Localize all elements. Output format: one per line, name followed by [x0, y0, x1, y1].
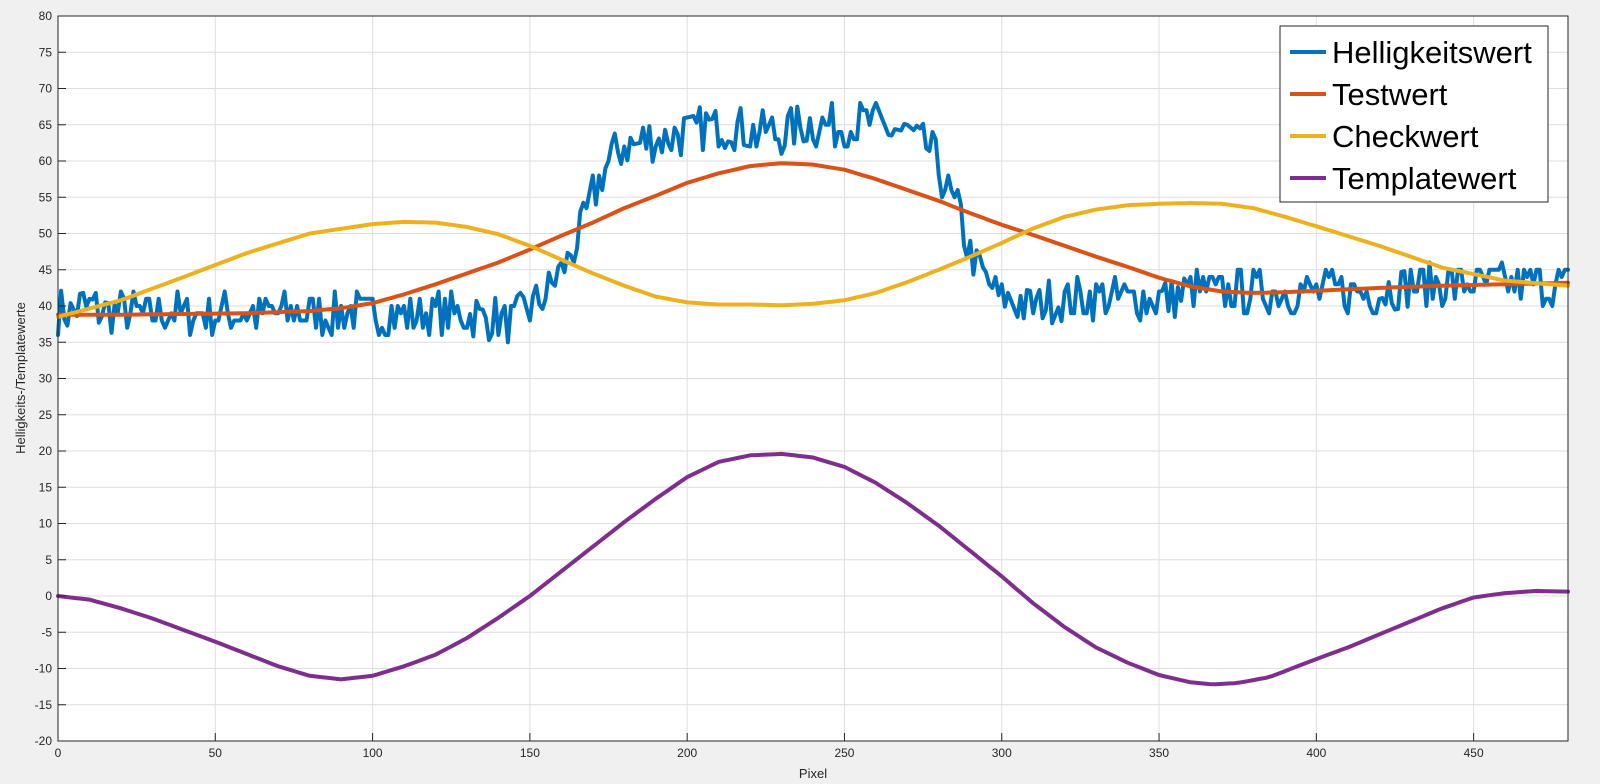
y-tick-label: 65: [39, 118, 53, 132]
series-group: [56, 101, 1570, 687]
y-tick-label: 70: [39, 82, 53, 96]
y-tick-label: 0: [45, 589, 52, 603]
y-tick-label: 60: [39, 154, 53, 168]
series-line-testwert: [56, 161, 1570, 317]
y-tick-label: 30: [39, 372, 53, 386]
y-tick-label: 45: [39, 263, 53, 277]
y-tick-label: 25: [39, 408, 53, 422]
x-tick-label: 350: [1149, 746, 1169, 760]
legend-label: Testwert: [1332, 77, 1448, 112]
legend-label: Checkwert: [1332, 119, 1479, 154]
y-tick-label: -5: [41, 625, 52, 639]
x-tick-label: 250: [834, 746, 854, 760]
x-tick-label: 0: [55, 746, 62, 760]
x-tick-label: 300: [992, 746, 1012, 760]
series-line-templatewert: [56, 451, 1570, 687]
y-tick-label: -15: [35, 698, 53, 712]
x-tick-label: 50: [209, 746, 223, 760]
y-tick-label: 40: [39, 299, 53, 313]
y-tick-label: 35: [39, 335, 53, 349]
x-axis-label: Pixel: [799, 766, 827, 781]
y-tick-label: 15: [39, 480, 53, 494]
x-tick-label: 100: [363, 746, 383, 760]
y-tick-label: -10: [35, 662, 53, 676]
legend: Helligkeitswert Testwert Checkwert Template…: [1279, 25, 1549, 203]
y-tick-label: 5: [45, 553, 52, 567]
y-axis-ticks: -20 -15 -10 -5 0 5 10 15 20 25 30 35 40 45 50 55 60 65 70 7…: [35, 9, 66, 748]
x-tick-label: 400: [1306, 746, 1326, 760]
x-tick-label: 150: [520, 746, 540, 760]
y-tick-label: 80: [39, 9, 53, 23]
x-axis-ticks: 0 50 100 150 200 250 300 350 400 450: [55, 733, 1484, 760]
y-tick-label: 20: [39, 444, 53, 458]
x-tick-label: 450: [1464, 746, 1484, 760]
y-tick-label: 50: [39, 227, 53, 241]
y-tick-label: 55: [39, 190, 53, 204]
legend-label: Templatewert: [1332, 161, 1517, 196]
legend-label: Helligkeitswert: [1332, 35, 1532, 70]
y-axis-label: Helligkeits-/Templatewerte: [13, 302, 28, 454]
y-tick-label: 10: [39, 517, 53, 531]
legend-box: [1279, 25, 1549, 203]
x-tick-label: 200: [677, 746, 697, 760]
series-line-helligkeitswert: [56, 101, 1570, 345]
y-tick-label: -20: [35, 734, 53, 748]
series-line-checkwert: [56, 201, 1570, 319]
y-tick-label: 75: [39, 45, 53, 59]
